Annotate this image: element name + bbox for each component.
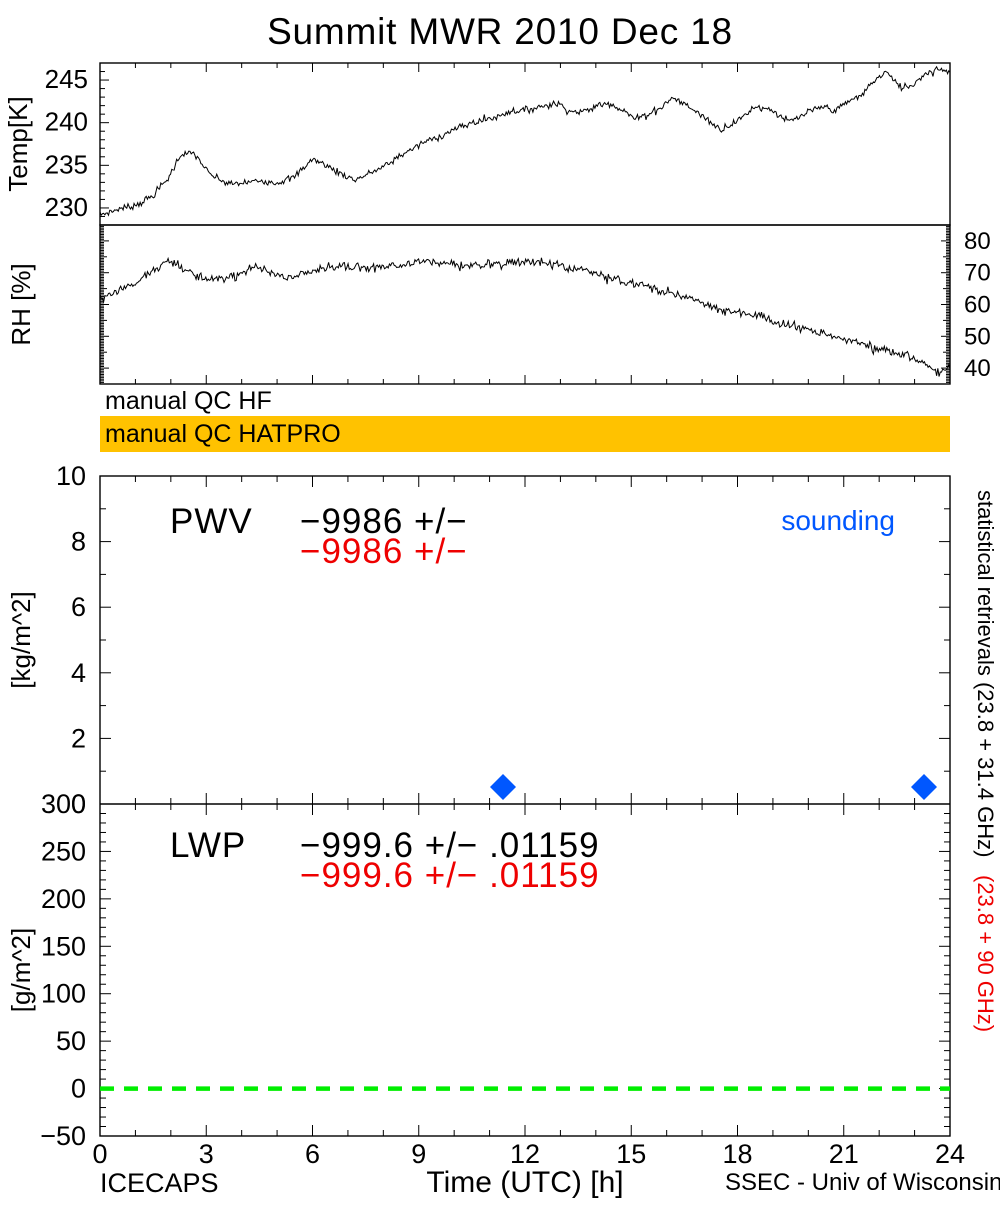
svg-text:Summit MWR 2010 Dec 18: Summit MWR 2010 Dec 18 bbox=[267, 11, 733, 52]
svg-text:8: 8 bbox=[71, 527, 86, 557]
svg-text:RH [%]: RH [%] bbox=[6, 263, 36, 345]
svg-text:0: 0 bbox=[92, 1139, 107, 1169]
svg-text:10: 10 bbox=[56, 461, 86, 491]
svg-text:PWV: PWV bbox=[170, 502, 253, 541]
svg-text:Time (UTC) [h]: Time (UTC) [h] bbox=[426, 1166, 623, 1199]
svg-text:240: 240 bbox=[45, 107, 88, 137]
svg-text:50: 50 bbox=[56, 1026, 86, 1056]
svg-text:9: 9 bbox=[411, 1139, 426, 1169]
svg-text:100: 100 bbox=[41, 979, 86, 1009]
svg-text:15: 15 bbox=[616, 1139, 646, 1169]
svg-text:(23.8 + 90 GHz): (23.8 + 90 GHz) bbox=[973, 875, 998, 1032]
svg-text:40: 40 bbox=[964, 355, 991, 382]
svg-text:3: 3 bbox=[199, 1139, 214, 1169]
svg-text:6: 6 bbox=[305, 1139, 320, 1169]
svg-text:245: 245 bbox=[45, 64, 88, 94]
svg-text:70: 70 bbox=[964, 260, 991, 287]
svg-text:250: 250 bbox=[41, 836, 86, 866]
svg-text:−50: −50 bbox=[40, 1121, 86, 1151]
svg-text:manual QC HATPRO: manual QC HATPRO bbox=[105, 420, 341, 448]
svg-text:ICECAPS: ICECAPS bbox=[100, 1168, 219, 1198]
svg-text:LWP: LWP bbox=[170, 826, 246, 865]
svg-text:statistical retrievals (23.8 +: statistical retrievals (23.8 + 31.4 GHz) bbox=[973, 490, 998, 857]
svg-text:0: 0 bbox=[71, 1074, 86, 1104]
svg-text:Temp[K]: Temp[K] bbox=[3, 96, 33, 191]
svg-text:200: 200 bbox=[41, 884, 86, 914]
svg-text:21: 21 bbox=[829, 1139, 859, 1169]
svg-text:50: 50 bbox=[964, 323, 991, 350]
svg-text:300: 300 bbox=[41, 789, 86, 819]
svg-text:80: 80 bbox=[964, 228, 991, 255]
svg-text:[g/m^2]: [g/m^2] bbox=[6, 928, 36, 1012]
svg-text:6: 6 bbox=[71, 592, 86, 622]
svg-text:150: 150 bbox=[41, 931, 86, 961]
svg-text:−999.6 +/− .01159: −999.6 +/− .01159 bbox=[300, 856, 600, 895]
svg-text:sounding: sounding bbox=[781, 505, 895, 536]
svg-text:230: 230 bbox=[45, 192, 88, 222]
svg-text:18: 18 bbox=[722, 1139, 752, 1169]
svg-text:SSEC - Univ of Wisconsin: SSEC - Univ of Wisconsin bbox=[725, 1169, 1000, 1196]
svg-text:2: 2 bbox=[71, 723, 86, 753]
svg-text:manual QC HF: manual QC HF bbox=[105, 387, 272, 415]
svg-text:4: 4 bbox=[71, 658, 86, 688]
svg-text:12: 12 bbox=[510, 1139, 540, 1169]
svg-text:60: 60 bbox=[964, 292, 991, 319]
svg-text:235: 235 bbox=[45, 149, 88, 179]
svg-text:[kg/m^2]: [kg/m^2] bbox=[6, 591, 36, 688]
svg-text:−9986 +/−: −9986 +/− bbox=[300, 532, 468, 571]
svg-text:24: 24 bbox=[935, 1139, 965, 1169]
